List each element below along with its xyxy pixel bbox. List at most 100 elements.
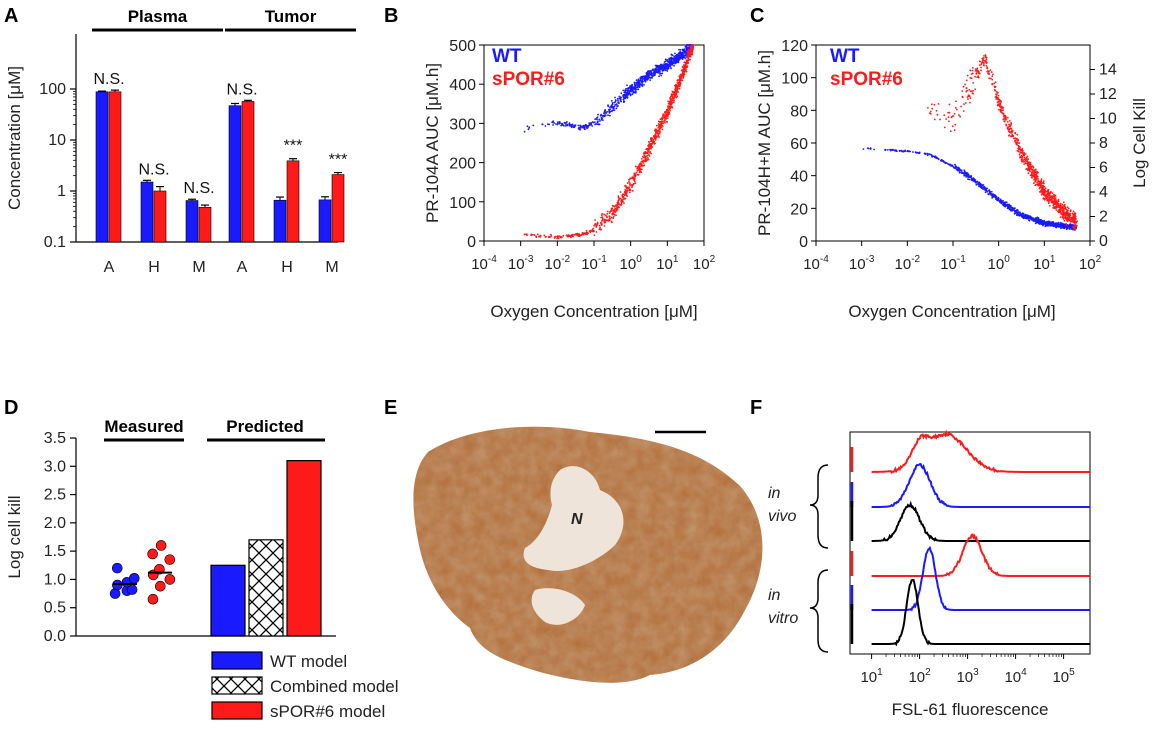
scatter-point bbox=[969, 76, 972, 79]
scatter-point bbox=[993, 88, 996, 91]
scatter-point bbox=[639, 162, 642, 165]
measured-point-spor bbox=[155, 580, 166, 592]
scatter-point bbox=[609, 108, 612, 110]
scatter-point bbox=[1074, 228, 1077, 230]
scatter-point bbox=[681, 74, 683, 77]
scatter-point bbox=[947, 116, 950, 119]
scatter-point bbox=[622, 196, 624, 199]
scatter-point bbox=[601, 216, 604, 219]
scatter-point bbox=[640, 171, 643, 174]
scatter-point bbox=[687, 49, 690, 51]
scatter-point bbox=[1057, 226, 1060, 228]
scatter-point bbox=[642, 161, 645, 164]
legend-label: sPOR#6 model bbox=[270, 702, 385, 721]
scatter-point bbox=[1017, 148, 1020, 151]
scatter-point bbox=[667, 113, 670, 116]
panel-label-e: E bbox=[384, 397, 397, 419]
scatter-point bbox=[576, 232, 579, 235]
xtick-label: 101 bbox=[656, 254, 679, 273]
panel-a-category-label: H bbox=[281, 259, 293, 276]
scatter-point bbox=[641, 160, 644, 163]
scatter-point bbox=[615, 209, 618, 212]
scatter-point bbox=[578, 235, 580, 238]
scatter-point bbox=[934, 156, 936, 159]
scatter-point bbox=[997, 197, 1000, 200]
scatter-point bbox=[550, 233, 552, 236]
scatter-point bbox=[617, 101, 620, 104]
scatter-point bbox=[966, 74, 969, 77]
scatter-point bbox=[950, 116, 953, 119]
scatter-point bbox=[659, 72, 662, 75]
scatter-point bbox=[577, 124, 580, 127]
scatter-point bbox=[988, 189, 991, 192]
scatter-point bbox=[634, 165, 637, 168]
scatter-point bbox=[1006, 207, 1009, 210]
scatter-point bbox=[659, 63, 662, 66]
scatter-point bbox=[660, 74, 663, 77]
in-vitro-label-line1: in bbox=[768, 587, 781, 604]
scatter-point bbox=[1066, 219, 1068, 222]
scatter-point bbox=[594, 219, 596, 221]
scatter-point bbox=[935, 156, 938, 159]
scatter-point bbox=[1000, 106, 1002, 109]
scatter-point bbox=[618, 97, 621, 100]
scatter-point bbox=[1069, 225, 1072, 228]
scatter-point bbox=[644, 156, 647, 158]
scatter-point bbox=[629, 183, 631, 186]
scatter-point bbox=[1073, 224, 1076, 227]
scatter-point bbox=[635, 171, 638, 174]
scatter-point bbox=[1063, 203, 1066, 206]
scatter-point bbox=[978, 181, 980, 184]
scatter-point bbox=[670, 53, 673, 56]
scatter-point bbox=[933, 103, 936, 106]
panel-c-scatter: 10-4 10-3 10-2 10-1 100 101 102020406080100120… bbox=[755, 38, 1149, 321]
scatter-point bbox=[984, 55, 987, 58]
scatter-point bbox=[617, 195, 620, 198]
scatter-point bbox=[978, 60, 981, 63]
scatter-point bbox=[655, 136, 658, 138]
scatter-point bbox=[594, 222, 597, 225]
scatter-point bbox=[681, 58, 684, 60]
scatter-point bbox=[1044, 197, 1046, 200]
scatter-point bbox=[976, 180, 979, 183]
scatter-point bbox=[681, 79, 684, 82]
panel-a-ytick-label: 0.1 bbox=[44, 234, 66, 251]
scatter-point bbox=[1036, 170, 1038, 173]
scatter-point bbox=[664, 121, 666, 124]
measured-point-spor bbox=[164, 574, 176, 585]
scatter-point bbox=[1076, 224, 1078, 227]
scatter-point bbox=[927, 107, 929, 109]
scatter-point bbox=[986, 187, 989, 190]
scatter-point bbox=[666, 115, 669, 117]
scatter-point bbox=[1048, 205, 1051, 207]
scatter-point bbox=[986, 67, 989, 70]
scatter-point bbox=[1059, 209, 1062, 212]
scatter-point bbox=[678, 75, 681, 77]
scatter-point bbox=[1057, 221, 1060, 224]
panel-d-ytick-label: 2.0 bbox=[44, 515, 66, 532]
predicted-bar-spor bbox=[286, 460, 322, 637]
scatter-point bbox=[610, 105, 612, 108]
scatter-point bbox=[570, 236, 572, 239]
scatter-point bbox=[617, 99, 619, 102]
scatter-point bbox=[654, 142, 656, 145]
scatter-point bbox=[539, 234, 542, 237]
scatter-point bbox=[943, 126, 946, 129]
scatter-point bbox=[646, 154, 649, 157]
panel-a-significance: *** bbox=[329, 152, 348, 169]
scatter-point bbox=[650, 71, 653, 74]
scatter-point bbox=[1015, 211, 1017, 214]
scatter-point bbox=[679, 48, 682, 51]
panel-f-xtick-label: 105 bbox=[1052, 667, 1075, 686]
scatter-point bbox=[968, 94, 971, 97]
scatter-point bbox=[964, 102, 967, 104]
scatter-point bbox=[969, 176, 972, 178]
scatter-point bbox=[665, 118, 667, 120]
scatter-point bbox=[974, 88, 977, 91]
scatter-point bbox=[619, 98, 622, 101]
scatter-point bbox=[599, 120, 601, 122]
scatter-point bbox=[629, 182, 631, 185]
scatter-point bbox=[963, 103, 965, 105]
scatter-point bbox=[637, 84, 640, 87]
scatter-point bbox=[587, 124, 590, 127]
